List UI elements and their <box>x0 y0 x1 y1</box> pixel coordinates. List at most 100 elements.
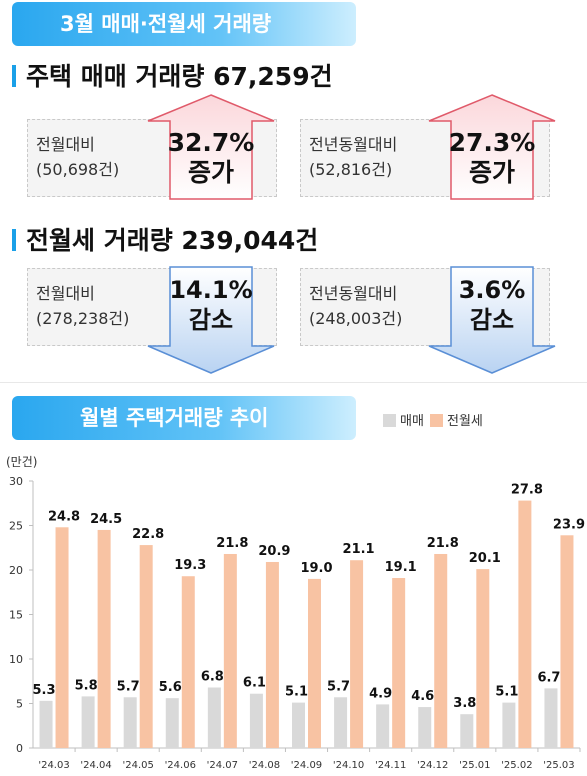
y-tick-label: 0 <box>16 742 23 755</box>
compare-base: (52,816건) <box>309 160 393 179</box>
bar-sale <box>123 697 137 748</box>
data-label-rent: 19.0 <box>300 561 332 576</box>
data-label-sale: 5.3 <box>33 683 56 698</box>
data-label-rent: 19.1 <box>385 560 417 575</box>
sale-prev-year-rate: 27.3% <box>448 128 536 157</box>
chart-title: 월별 주택거래량 추이 <box>80 406 269 430</box>
x-tick-label: '24.05 <box>122 760 153 771</box>
bar-rent <box>265 561 279 748</box>
x-tick-label: '24.06 <box>165 760 196 771</box>
sale-heading-text: 주택 매매 거래량 67,259건 <box>26 62 333 91</box>
bar-rent <box>392 578 406 748</box>
compare-label: 전년동월대비 <box>309 135 398 154</box>
data-label-rent: 27.8 <box>511 483 543 498</box>
data-label-sale: 4.6 <box>411 689 434 704</box>
sale-heading: 주택 매매 거래량 67,259건 <box>12 62 333 92</box>
x-tick-label: '25.03 <box>543 760 574 771</box>
rent-prev-year-direction: 감소 <box>469 306 515 334</box>
x-tick-label: '24.08 <box>249 760 280 771</box>
bar-rent <box>518 500 532 748</box>
legend-swatch-icon <box>430 414 443 427</box>
legend-rent-label: 전월세 <box>447 414 483 429</box>
legend-rent: 전월세 <box>430 410 483 429</box>
bar-rent <box>139 545 153 748</box>
bar-sale <box>376 704 390 748</box>
x-tick-label: '24.07 <box>207 760 238 771</box>
bar-sale <box>334 697 348 748</box>
data-label-rent: 21.1 <box>343 542 375 557</box>
rent-prev-month-label: 전월대비 (278,238건) <box>36 281 129 331</box>
data-label-rent: 24.5 <box>90 512 122 527</box>
sale-prev-year-label: 전년동월대비 (52,816건) <box>309 132 397 182</box>
bar-sale <box>39 700 53 748</box>
data-label-sale: 3.8 <box>453 696 476 711</box>
down-arrow-icon <box>147 266 275 374</box>
title-banner: 3월 매매·전월세 거래량 <box>12 2 356 46</box>
x-tick-label: '24.10 <box>333 760 364 771</box>
bar-sale <box>249 693 263 748</box>
data-label-sale: 5.6 <box>159 680 182 695</box>
bar-rent <box>560 535 574 748</box>
data-label-sale: 5.1 <box>495 685 518 700</box>
y-tick-label: 5 <box>16 698 23 711</box>
up-arrow-icon <box>147 94 275 200</box>
data-label-sale: 5.7 <box>327 679 350 694</box>
y-tick-label: 30 <box>9 475 23 488</box>
page-title: 3월 매매·전월세 거래량 <box>60 12 272 36</box>
rent-prev-year-rate: 3.6% <box>458 276 526 304</box>
x-tick-label: '24.03 <box>38 760 69 771</box>
data-label-rent: 23.9 <box>553 517 585 532</box>
y-tick-label: 20 <box>9 564 23 577</box>
y-axis-unit: (만건) <box>6 455 38 469</box>
data-label-rent: 21.8 <box>427 536 459 551</box>
bar-sale <box>502 702 516 748</box>
up-arrow-icon <box>428 94 556 200</box>
bar-rent <box>223 553 237 748</box>
down-arrow-icon <box>428 266 556 374</box>
rent-prev-year-label: 전년동월대비 (248,003건) <box>309 281 402 331</box>
sale-prev-year-up-arrow: 27.3% 증가 <box>428 94 556 200</box>
data-label-sale: 6.8 <box>201 669 224 684</box>
heading-bar-icon <box>12 65 16 87</box>
bar-rent <box>181 576 195 748</box>
data-label-sale: 6.7 <box>537 670 560 685</box>
bar-sale <box>460 714 474 748</box>
data-label-sale: 5.8 <box>75 678 98 693</box>
bar-sale <box>81 696 95 748</box>
y-tick-label: 15 <box>9 609 23 622</box>
data-label-rent: 19.3 <box>174 558 206 573</box>
legend-swatch-icon <box>383 414 396 427</box>
rent-prev-month-direction: 감소 <box>188 306 234 334</box>
rent-prev-month-down-arrow: 14.1% 감소 <box>147 266 275 374</box>
rent-prev-month-rate: 14.1% <box>169 276 253 304</box>
bar-rent <box>350 560 364 748</box>
data-label-sale: 4.9 <box>369 686 392 701</box>
compare-base: (278,238건) <box>36 309 130 328</box>
bar-rent <box>308 578 321 748</box>
bar-rent <box>476 569 490 748</box>
x-tick-label: '25.02 <box>501 760 532 771</box>
bar-sale <box>292 702 305 748</box>
data-label-rent: 20.1 <box>469 551 501 566</box>
compare-base: (248,003건) <box>309 309 403 328</box>
compare-label: 전월대비 <box>36 135 95 154</box>
compare-label: 전년동월대비 <box>309 284 398 303</box>
rent-heading: 전월세 거래량 239,044건 <box>12 226 318 256</box>
heading-bar-icon <box>12 229 16 251</box>
compare-base: (50,698건) <box>36 160 120 179</box>
data-label-rent: 22.8 <box>132 527 164 542</box>
data-label-sale: 5.1 <box>285 685 308 700</box>
x-tick-label: '25.01 <box>459 760 490 771</box>
sale-prev-month-label: 전월대비 (50,698건) <box>36 132 119 182</box>
bar-sale <box>544 688 558 748</box>
bar-sale <box>418 707 432 748</box>
rent-prev-year-down-arrow: 3.6% 감소 <box>428 266 556 374</box>
data-label-sale: 6.1 <box>243 676 266 691</box>
monthly-transaction-chart: 0 5 10 15 20 25 30 5.3 24.8 '24.03 5.8 24.5 '24.04 5.… <box>9 475 585 771</box>
sale-prev-month-direction: 증가 <box>187 158 234 187</box>
rent-heading-text: 전월세 거래량 239,044건 <box>26 226 319 255</box>
legend-sale: 매매 <box>383 410 424 429</box>
bar-sale <box>165 698 179 748</box>
x-tick-label: '24.04 <box>80 760 111 771</box>
y-tick-label: 10 <box>9 653 23 666</box>
